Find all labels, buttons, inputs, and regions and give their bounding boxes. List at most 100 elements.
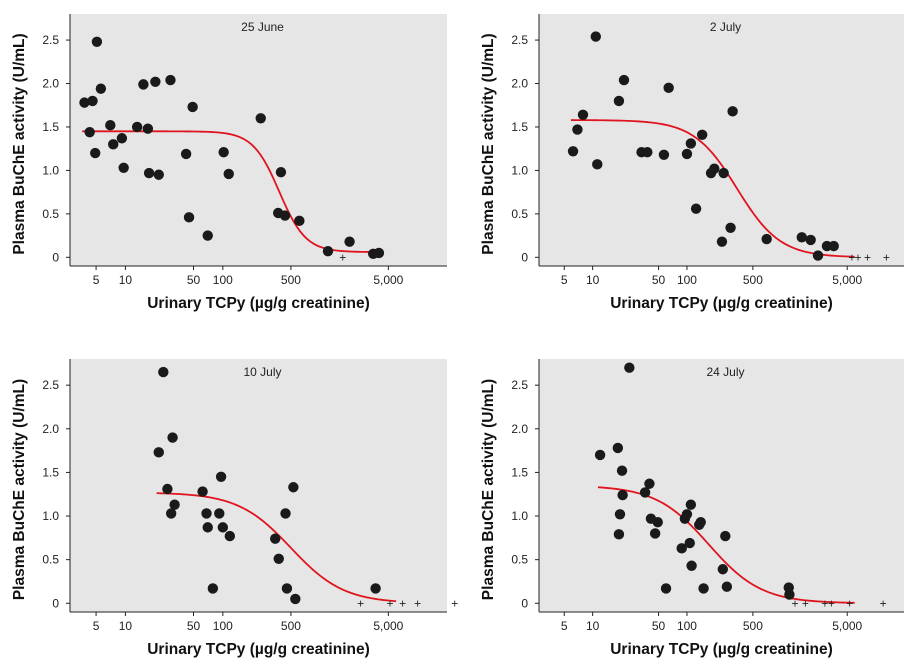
x-axis-title: Urinary TCPy (µg/g creatinine) — [610, 641, 833, 658]
y-tick-label: 2.0 — [511, 422, 528, 436]
data-point — [79, 97, 90, 108]
data-point — [162, 483, 173, 495]
x-axis-title: Urinary TCPy (µg/g creatinine) — [147, 641, 370, 658]
data-point — [202, 522, 213, 533]
data-point — [577, 109, 589, 121]
data-point — [690, 203, 702, 214]
chart-panel-2: 2 July 0 0.5 1.0 1.5 2.0 2.5 5 10 50 100 500 5,000 Ur… — [480, 14, 904, 312]
x-tick-label: 500 — [281, 619, 301, 633]
data-point — [761, 233, 772, 245]
data-point — [153, 169, 164, 180]
below-detection-marker: + — [864, 250, 871, 264]
data-point — [95, 83, 107, 94]
below-detection-marker: + — [848, 250, 855, 264]
y-tick-label: 0 — [521, 596, 528, 610]
x-tick-label: 10 — [586, 273, 600, 287]
data-point — [294, 215, 305, 227]
below-detection-marker: + — [846, 596, 853, 610]
data-point — [618, 74, 630, 86]
y-tick-label: 2.5 — [42, 378, 59, 392]
data-point — [721, 581, 733, 592]
data-point — [201, 508, 212, 519]
data-point — [143, 167, 155, 179]
data-point — [616, 465, 628, 476]
data-point — [224, 530, 236, 542]
below-detection-marker: + — [451, 596, 458, 610]
y-tick-label: 1.0 — [511, 163, 528, 177]
data-point — [572, 124, 583, 135]
data-point — [373, 247, 385, 259]
below-detection-marker: + — [339, 250, 346, 264]
x-tick-label: 500 — [743, 619, 763, 633]
data-point — [180, 148, 192, 160]
data-point — [660, 583, 672, 594]
data-point — [108, 139, 119, 150]
data-point — [142, 123, 154, 134]
y-axis-title: Plasma BuChE activity (U/mL) — [480, 33, 497, 254]
data-point — [663, 82, 674, 94]
x-tick-label: 500 — [281, 273, 301, 287]
data-point — [150, 76, 161, 87]
y-tick-label: 0.5 — [511, 553, 528, 567]
data-point — [716, 236, 728, 247]
data-point — [649, 528, 661, 539]
data-point — [218, 146, 229, 158]
data-point — [167, 432, 178, 443]
y-tick-label: 2.0 — [511, 77, 528, 91]
x-tick-label: 5 — [561, 619, 568, 633]
y-axis-title: Plasma BuChE activity (U/mL) — [480, 379, 497, 600]
data-point — [613, 95, 625, 107]
data-point — [138, 79, 149, 90]
data-point — [255, 113, 266, 124]
data-point — [612, 442, 624, 454]
y-tick-label: 2.5 — [511, 378, 528, 392]
data-point — [158, 366, 169, 378]
x-axis-title: Urinary TCPy (µg/g creatinine) — [147, 295, 370, 312]
y-tick-label: 2.0 — [42, 422, 59, 436]
data-point — [207, 583, 219, 594]
data-point — [642, 146, 653, 158]
data-point — [695, 516, 706, 528]
data-point — [187, 101, 198, 113]
data-point — [116, 133, 128, 144]
data-point — [288, 482, 299, 493]
below-detection-marker: + — [792, 596, 799, 610]
x-axis-title: Urinary TCPy (µg/g creatinine) — [610, 295, 833, 312]
data-point — [592, 159, 603, 170]
data-point — [165, 74, 176, 86]
y-tick-label: 2.5 — [511, 33, 528, 47]
data-point — [215, 471, 227, 482]
data-point — [805, 234, 816, 246]
data-point — [273, 553, 284, 564]
data-point — [720, 530, 731, 542]
data-point — [197, 486, 208, 497]
data-point — [91, 36, 103, 48]
data-point — [717, 564, 729, 575]
chart-panel-3: 10 July 0 0.5 1.0 1.5 2.0 2.5 5 10 50 100 500 5,000U… — [11, 359, 458, 658]
x-tick-label: 50 — [187, 273, 201, 287]
y-tick-label: 2.0 — [42, 77, 59, 91]
panel-title: 25 June — [241, 20, 284, 34]
data-point — [698, 583, 709, 594]
x-tick-label: 500 — [743, 273, 763, 287]
data-point — [718, 167, 729, 179]
y-tick-label: 1.5 — [42, 465, 59, 479]
data-point — [165, 508, 177, 519]
data-point — [275, 166, 287, 178]
data-point — [223, 168, 234, 180]
data-point — [131, 121, 143, 133]
y-tick-label: 0 — [52, 596, 59, 610]
below-detection-marker: + — [414, 596, 421, 610]
y-axis-title: Plasma BuChE activity (U/mL) — [11, 33, 28, 254]
data-point — [590, 31, 601, 42]
x-tick-label: 5,000 — [832, 619, 862, 633]
data-point — [183, 212, 195, 223]
below-detection-marker: + — [802, 596, 809, 610]
x-tick-label: 5,000 — [373, 619, 403, 633]
x-tick-label: 5 — [561, 273, 568, 287]
data-point — [153, 447, 164, 458]
data-point — [594, 449, 606, 461]
data-point — [796, 232, 807, 243]
data-point — [681, 148, 693, 160]
